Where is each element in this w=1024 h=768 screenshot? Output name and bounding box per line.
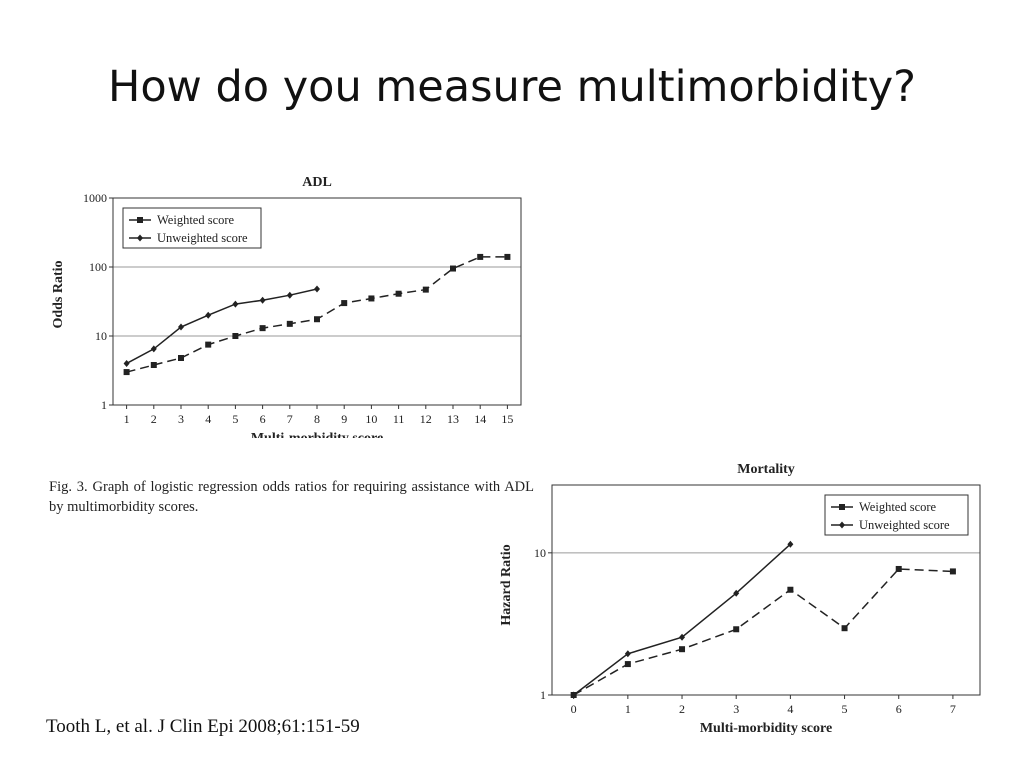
data-point bbox=[232, 300, 239, 308]
data-point bbox=[123, 369, 130, 376]
figure-caption: Fig. 3. Graph of logistic regression odd… bbox=[49, 478, 534, 515]
data-point bbox=[286, 291, 293, 299]
x-tick-label: 5 bbox=[842, 702, 848, 716]
y-tick-label: 10 bbox=[534, 546, 546, 560]
x-tick-label: 11 bbox=[393, 412, 405, 426]
x-tick-label: 5 bbox=[232, 412, 238, 426]
legend-marker bbox=[137, 234, 143, 242]
x-tick-label: 10 bbox=[365, 412, 377, 426]
data-point bbox=[679, 646, 686, 653]
data-point bbox=[570, 691, 577, 699]
x-tick-label: 15 bbox=[501, 412, 513, 426]
data-point bbox=[205, 311, 212, 319]
x-tick-label: 14 bbox=[474, 412, 486, 426]
data-point bbox=[123, 359, 130, 367]
adl-chart: ADL1101001000123456789101112131415Multi-… bbox=[40, 168, 540, 446]
x-tick-label: 2 bbox=[151, 412, 157, 426]
data-point bbox=[679, 633, 686, 641]
data-point bbox=[787, 586, 794, 593]
legend-label: Unweighted score bbox=[157, 231, 248, 245]
series-line-unweighted bbox=[126, 288, 318, 365]
data-point bbox=[787, 540, 794, 548]
data-point bbox=[450, 265, 456, 272]
x-tick-label: 2 bbox=[679, 702, 685, 716]
data-point bbox=[624, 650, 631, 658]
data-point bbox=[314, 285, 320, 293]
x-axis-label: Multi-morbidity score bbox=[251, 431, 383, 438]
data-point bbox=[259, 325, 266, 332]
citation: Tooth L, et al. J Clin Epi 2008;61:151-5… bbox=[46, 716, 360, 737]
data-point bbox=[341, 300, 348, 307]
x-tick-label: 4 bbox=[787, 702, 793, 716]
x-tick-label: 6 bbox=[260, 412, 266, 426]
data-point bbox=[624, 661, 631, 668]
data-point bbox=[841, 625, 848, 632]
data-point bbox=[286, 320, 293, 327]
x-tick-label: 1 bbox=[124, 412, 130, 426]
data-point bbox=[504, 253, 511, 260]
data-point bbox=[259, 296, 266, 304]
x-tick-label: 13 bbox=[447, 412, 459, 426]
data-point bbox=[150, 361, 157, 368]
data-point bbox=[895, 565, 902, 572]
y-tick-label: 1 bbox=[540, 688, 546, 702]
x-tick-label: 7 bbox=[287, 412, 293, 426]
x-tick-label: 8 bbox=[314, 412, 320, 426]
legend-marker bbox=[839, 521, 845, 529]
data-point bbox=[368, 295, 375, 302]
data-point bbox=[314, 316, 320, 323]
x-tick-label: 9 bbox=[341, 412, 347, 426]
data-point bbox=[205, 341, 212, 348]
data-point bbox=[733, 626, 740, 633]
x-tick-label: 12 bbox=[420, 412, 432, 426]
data-point bbox=[395, 290, 402, 297]
data-point bbox=[178, 354, 184, 361]
x-tick-label: 0 bbox=[571, 702, 577, 716]
x-tick-label: 7 bbox=[950, 702, 956, 716]
data-point bbox=[733, 589, 740, 597]
data-point bbox=[422, 286, 429, 293]
y-tick-label: 100 bbox=[89, 260, 107, 274]
x-axis-label: Multi-morbidity score bbox=[700, 721, 832, 736]
data-point bbox=[949, 568, 956, 575]
y-tick-label: 1000 bbox=[83, 191, 107, 205]
y-tick-label: 1 bbox=[101, 398, 107, 412]
x-tick-label: 6 bbox=[896, 702, 902, 716]
plot-frame bbox=[551, 484, 981, 696]
series-line-unweighted bbox=[573, 543, 791, 696]
data-point bbox=[477, 253, 484, 260]
mortality-chart-svg: Mortality 1 10 0 1 2 3 4 5 6 7 Multi-morbidity scor… bbox=[499, 462, 981, 736]
slide-title: How do you measure multimorbidity? bbox=[107, 62, 916, 112]
legend-label: Weighted score bbox=[157, 213, 235, 227]
legend-marker bbox=[839, 504, 845, 510]
y-axis-label: Odds Ratio bbox=[51, 260, 66, 328]
mortality-chart: Mortality 1 10 0 1 2 3 4 5 6 7 Multi-morbidity scor… bbox=[490, 455, 990, 745]
x-tick-label: 4 bbox=[205, 412, 211, 426]
legend-label: Weighted score bbox=[859, 500, 937, 514]
y-axis-label: Hazard Ratio bbox=[499, 544, 514, 625]
legend-marker bbox=[137, 217, 143, 223]
series-line-weighted bbox=[573, 568, 953, 696]
data-point bbox=[178, 323, 184, 331]
y-tick-label: 10 bbox=[95, 329, 107, 343]
adl-chart-svg: ADL1101001000123456789101112131415Multi-… bbox=[51, 175, 522, 446]
x-tick-label: 3 bbox=[178, 412, 184, 426]
data-point bbox=[232, 333, 239, 339]
legend-box bbox=[824, 494, 969, 536]
chart-title: Mortality bbox=[737, 462, 795, 477]
legend-box bbox=[122, 207, 262, 249]
x-tick-label: 1 bbox=[625, 702, 631, 716]
series-line-weighted bbox=[126, 256, 508, 373]
legend-label: Unweighted score bbox=[859, 518, 950, 532]
chart-title: ADL bbox=[302, 175, 332, 190]
x-tick-label: 3 bbox=[733, 702, 739, 716]
data-point bbox=[150, 345, 157, 353]
